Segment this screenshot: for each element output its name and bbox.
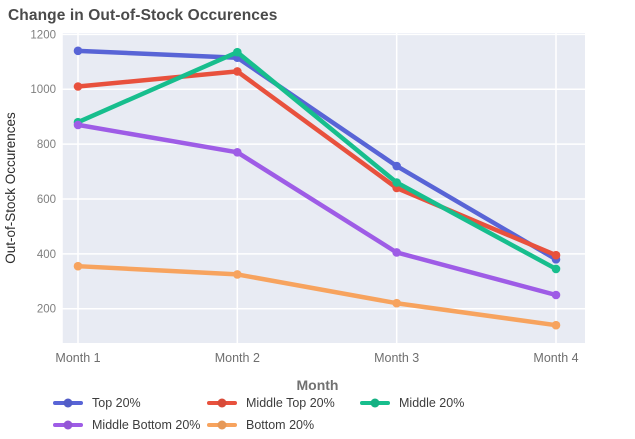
x-tick-label: Month 2 bbox=[215, 351, 260, 365]
legend-marker-dot-icon bbox=[217, 398, 227, 408]
series-middle-bottom-20[interactable] bbox=[73, 120, 561, 300]
legend: Top 20% Middle Top 20% Middle 20% Middle Bo… bbox=[53, 396, 464, 432]
legend-marker-dot-icon bbox=[217, 420, 227, 430]
legend-item-top-20[interactable]: Top 20% bbox=[53, 396, 207, 410]
chart-title: Change in Out-of-Stock Occurences bbox=[8, 7, 278, 24]
data-point[interactable] bbox=[551, 250, 561, 260]
y-tick-label: 1200 bbox=[30, 29, 56, 41]
y-tick-label: 200 bbox=[37, 304, 56, 316]
data-point[interactable] bbox=[73, 46, 83, 56]
legend-label: Top 20% bbox=[92, 396, 141, 410]
data-point[interactable] bbox=[233, 47, 242, 57]
legend-marker-dot-icon bbox=[63, 398, 73, 408]
tick-labels-layer: 200 400 600 800 1000 1200 Month 1 Month 2 Month … bbox=[30, 29, 578, 365]
data-point[interactable] bbox=[73, 120, 83, 130]
x-tick-label: Month 3 bbox=[374, 351, 419, 365]
y-tick-label: 600 bbox=[37, 194, 56, 206]
data-point[interactable] bbox=[551, 290, 561, 300]
legend-swatch-icon bbox=[360, 398, 390, 408]
series-line[interactable] bbox=[75, 122, 559, 298]
gridlines-layer bbox=[61, 33, 585, 343]
series-line[interactable] bbox=[75, 263, 559, 328]
x-tick-label: Month 4 bbox=[533, 351, 578, 365]
legend-label: Bottom 20% bbox=[246, 418, 315, 432]
legend-swatch-icon bbox=[53, 398, 83, 408]
series-layer bbox=[73, 46, 561, 330]
data-point[interactable] bbox=[233, 270, 242, 279]
data-point[interactable] bbox=[392, 178, 401, 187]
legend-item-middle-top-20[interactable]: Middle Top 20% bbox=[207, 396, 360, 410]
legend-marker-dot-icon bbox=[370, 398, 380, 408]
data-point[interactable] bbox=[551, 264, 561, 274]
y-tick-label: 400 bbox=[37, 249, 56, 261]
y-axis-title: Out-of-Stock Occurences bbox=[3, 112, 18, 264]
data-point[interactable] bbox=[73, 261, 83, 271]
data-point[interactable] bbox=[233, 67, 242, 76]
legend-label: Middle Bottom 20% bbox=[92, 418, 201, 432]
data-point[interactable] bbox=[392, 161, 401, 171]
legend-label: Middle 20% bbox=[399, 396, 465, 410]
legend-marker-dot-icon bbox=[63, 420, 73, 430]
legend-label: Middle Top 20% bbox=[246, 396, 335, 410]
x-axis-title: Month bbox=[296, 377, 339, 393]
series-bottom-20[interactable] bbox=[73, 261, 561, 330]
legend-item-bottom-20[interactable]: Bottom 20% bbox=[207, 418, 360, 432]
data-point[interactable] bbox=[551, 320, 561, 330]
data-point[interactable] bbox=[233, 148, 242, 157]
legend-swatch-icon bbox=[207, 420, 237, 430]
plot-area: 200 400 600 800 1000 1200 Month 1 Month 2 Month … bbox=[3, 29, 585, 365]
legend-item-middle-bottom-20[interactable]: Middle Bottom 20% bbox=[53, 418, 207, 432]
x-tick-label: Month 1 bbox=[55, 351, 100, 365]
data-point[interactable] bbox=[392, 248, 401, 257]
legend-item-middle-20[interactable]: Middle 20% bbox=[360, 396, 464, 410]
y-tick-label: 1000 bbox=[30, 84, 56, 96]
data-point[interactable] bbox=[73, 82, 83, 91]
series-line[interactable] bbox=[75, 48, 559, 262]
series-middle-20[interactable] bbox=[73, 47, 561, 274]
series-line[interactable] bbox=[75, 69, 559, 258]
y-tick-label: 800 bbox=[37, 139, 56, 151]
legend-swatch-icon bbox=[207, 398, 237, 408]
legend-swatch-icon bbox=[53, 420, 83, 430]
data-point[interactable] bbox=[392, 298, 401, 308]
series-line[interactable] bbox=[75, 49, 559, 272]
